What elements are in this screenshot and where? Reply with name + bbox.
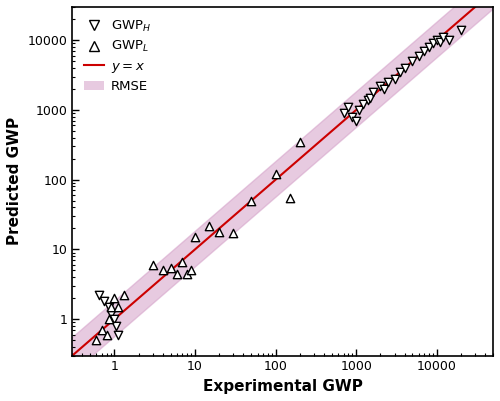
GWP$_H$ bbox=[364, 97, 372, 103]
GWP$_H$ bbox=[429, 40, 437, 47]
X-axis label: Experimental GWP: Experimental GWP bbox=[202, 379, 362, 394]
GWP$_H$ bbox=[114, 332, 122, 338]
GWP$_H$ bbox=[368, 89, 376, 95]
GWP$_H$ bbox=[380, 86, 388, 92]
GWP$_H$ bbox=[457, 27, 465, 33]
GWP$_L$ bbox=[159, 267, 167, 273]
GWP$_L$ bbox=[114, 304, 122, 310]
GWP$_L$ bbox=[272, 171, 280, 177]
GWP$_H$ bbox=[439, 34, 447, 41]
GWP$_L$ bbox=[173, 270, 181, 277]
GWP$_H$ bbox=[352, 117, 360, 124]
GWP$_L$ bbox=[92, 337, 100, 343]
GWP$_H$ bbox=[358, 101, 366, 107]
GWP$_H$ bbox=[104, 304, 112, 310]
$y=x$ bbox=[336, 122, 342, 127]
GWP$_H$ bbox=[376, 83, 384, 89]
GWP$_H$ bbox=[420, 48, 428, 54]
GWP$_L$ bbox=[110, 295, 118, 302]
GWP$_L$ bbox=[178, 259, 186, 266]
GWP$_H$ bbox=[366, 95, 374, 101]
GWP$_H$ bbox=[415, 53, 423, 59]
GWP$_L$ bbox=[149, 262, 157, 268]
GWP$_H$ bbox=[348, 113, 356, 120]
GWP$_H$ bbox=[110, 316, 118, 322]
GWP$_H$ bbox=[425, 44, 433, 50]
GWP$_L$ bbox=[102, 332, 110, 338]
$y=x$ bbox=[63, 358, 69, 363]
GWP$_L$ bbox=[98, 327, 106, 333]
Line: $y=x$: $y=x$ bbox=[66, 0, 500, 361]
GWP$_H$ bbox=[396, 69, 404, 75]
GWP$_H$ bbox=[390, 75, 398, 82]
Legend: GWP$_H$, GWP$_L$, $y=x$, RMSE: GWP$_H$, GWP$_L$, $y=x$, RMSE bbox=[79, 14, 156, 98]
GWP$_L$ bbox=[120, 292, 128, 298]
GWP$_H$ bbox=[106, 310, 114, 317]
GWP$_L$ bbox=[106, 304, 114, 310]
GWP$_L$ bbox=[166, 264, 174, 271]
GWP$_L$ bbox=[230, 230, 237, 237]
GWP$_H$ bbox=[100, 298, 108, 305]
GWP$_H$ bbox=[432, 37, 440, 43]
GWP$_L$ bbox=[188, 267, 196, 273]
GWP$_H$ bbox=[340, 110, 347, 116]
GWP$_L$ bbox=[104, 316, 112, 322]
GWP$_L$ bbox=[215, 229, 223, 235]
GWP$_L$ bbox=[183, 270, 191, 277]
GWP$_H$ bbox=[344, 104, 352, 110]
GWP$_H$ bbox=[436, 38, 444, 45]
GWP$_H$ bbox=[400, 65, 408, 71]
GWP$_H$ bbox=[384, 79, 392, 85]
GWP$_H$ bbox=[408, 58, 416, 65]
GWP$_H$ bbox=[96, 292, 104, 298]
GWP$_L$ bbox=[248, 197, 256, 204]
GWP$_H$ bbox=[356, 107, 364, 113]
GWP$_L$ bbox=[296, 138, 304, 145]
$y=x$ bbox=[284, 168, 290, 172]
Y-axis label: Predicted GWP: Predicted GWP bbox=[7, 117, 22, 245]
GWP$_H$ bbox=[112, 323, 120, 329]
$y=x$ bbox=[312, 144, 318, 148]
GWP$_L$ bbox=[191, 234, 199, 240]
GWP$_L$ bbox=[286, 194, 294, 201]
GWP$_H$ bbox=[444, 37, 452, 43]
$y=x$ bbox=[440, 33, 446, 38]
GWP$_L$ bbox=[205, 222, 213, 229]
$y=x$ bbox=[281, 170, 287, 174]
